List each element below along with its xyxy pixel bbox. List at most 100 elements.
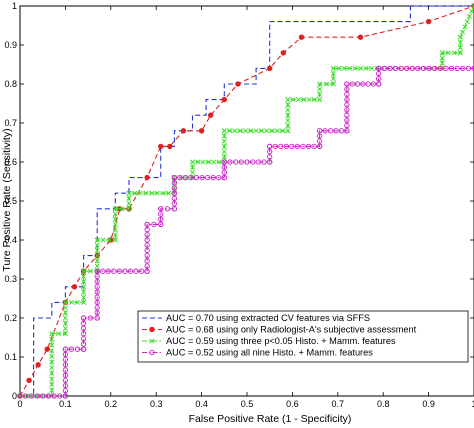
data-point [237, 128, 243, 134]
data-point [317, 97, 323, 103]
data-point [267, 143, 273, 150]
data-point [295, 97, 301, 103]
data-point [116, 268, 123, 274]
data-point [267, 159, 273, 165]
data-point [80, 336, 87, 342]
data-point [144, 232, 150, 238]
data-point [80, 325, 87, 332]
data-point [94, 242, 100, 248]
data-point [62, 362, 69, 368]
data-point [49, 353, 55, 359]
data-point [119, 206, 125, 212]
data-point [381, 65, 387, 72]
data-point [144, 268, 150, 274]
data-point [34, 393, 40, 399]
series-layer [17, 3, 474, 399]
data-point [445, 50, 451, 56]
x-tick-label: 0.9 [422, 399, 435, 409]
data-point [68, 346, 75, 352]
y-tick-label: 0.2 [4, 313, 17, 323]
data-point [94, 284, 100, 290]
data-point [344, 81, 350, 87]
data-point [122, 268, 128, 274]
data-point [258, 128, 264, 134]
x-tick-label: 0.5 [241, 399, 254, 409]
data-point [466, 13, 472, 19]
legend-label: AUC = 0.59 using three p<0.05 Histo. + M… [166, 336, 396, 346]
data-point [105, 268, 111, 274]
data-point [285, 123, 291, 129]
data-point [188, 174, 194, 181]
data-point [439, 55, 445, 61]
data-point [144, 247, 150, 254]
data-point [158, 143, 164, 150]
data-point [177, 174, 183, 181]
data-point [94, 315, 100, 321]
data-point [144, 174, 150, 181]
data-point [71, 284, 78, 290]
data-point [164, 206, 171, 212]
data-point [158, 211, 164, 217]
data-point [171, 174, 178, 181]
data-point [261, 159, 267, 165]
data-point [62, 393, 69, 399]
data-point [221, 149, 227, 155]
data-point [221, 133, 227, 139]
data-point [112, 206, 118, 212]
data-point [49, 342, 55, 348]
data-point [248, 128, 254, 134]
data-point [126, 206, 132, 212]
data-point [62, 331, 68, 337]
data-point [253, 128, 259, 134]
data-point [190, 169, 196, 175]
data-point [171, 180, 178, 186]
data-point [323, 81, 329, 87]
data-point [285, 107, 291, 113]
data-point [462, 24, 468, 30]
data-point [376, 70, 382, 77]
data-point [280, 50, 287, 56]
data-point [460, 65, 466, 72]
data-point [100, 237, 106, 243]
data-point [305, 143, 312, 150]
data-point [160, 190, 166, 196]
data-point [144, 237, 150, 243]
data-point [255, 159, 261, 165]
data-point [62, 305, 68, 311]
x-axis-title: False Positive Rate (1 - Specificity) [189, 413, 352, 425]
data-point [40, 393, 46, 399]
data-point [171, 200, 178, 207]
data-point [454, 65, 460, 72]
data-point [149, 190, 155, 196]
data-point [457, 50, 463, 56]
data-point [357, 65, 364, 71]
data-point [437, 65, 444, 72]
data-point [221, 159, 227, 165]
data-point [23, 393, 29, 399]
data-point [365, 81, 371, 87]
data-point [464, 19, 470, 25]
data-point [94, 237, 100, 243]
data-point [387, 65, 393, 72]
data-point [190, 159, 196, 165]
data-point [322, 128, 328, 134]
y-tick-label: 1 [12, 1, 17, 11]
data-point [138, 268, 145, 274]
data-point [469, 8, 474, 14]
data-point [49, 359, 55, 365]
data-point [151, 221, 157, 228]
data-point [207, 112, 214, 118]
data-point [199, 174, 205, 181]
data-point [338, 128, 345, 134]
y-tick-label: 0.5 [4, 196, 17, 206]
data-point [171, 206, 178, 212]
data-point [94, 278, 100, 285]
data-point [311, 97, 317, 103]
data-point [80, 341, 87, 347]
data-point [227, 128, 233, 134]
data-point [81, 284, 87, 290]
legend-marker [149, 349, 155, 356]
data-point [398, 65, 404, 72]
data-point [57, 393, 63, 399]
legend-item-4: AUC = 0.52 using all nine Histo. + Mamm.… [142, 348, 373, 358]
